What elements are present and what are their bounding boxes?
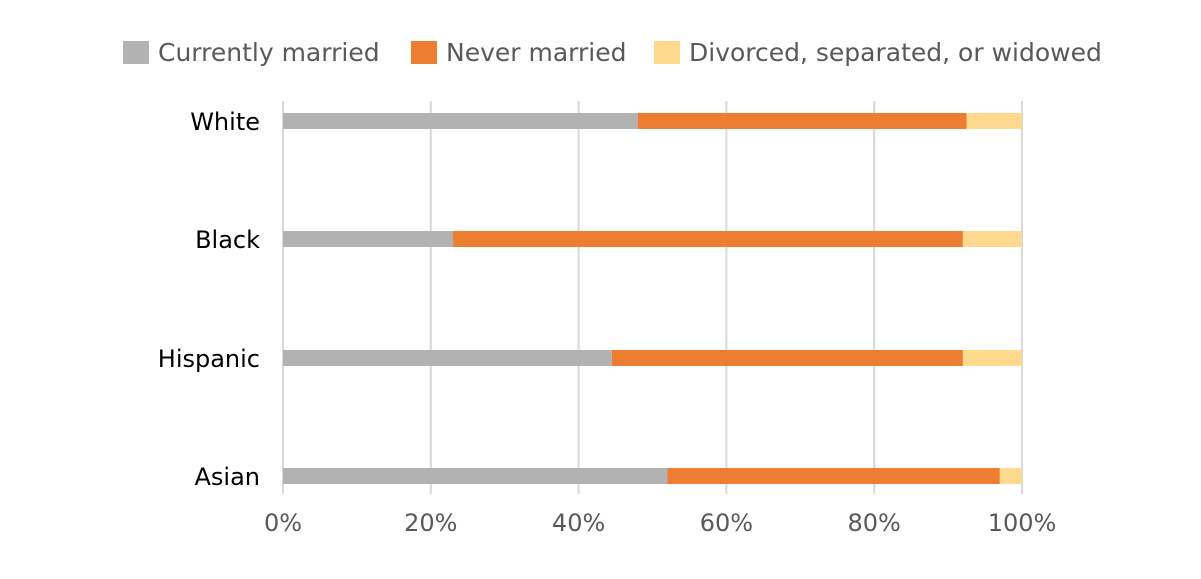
legend-label-2: Divorced, separated, or widowed — [689, 38, 1102, 67]
bars — [283, 113, 1022, 484]
legend-label-1: Never married — [446, 38, 626, 67]
legend-swatch-1 — [411, 41, 437, 64]
bar-white-series-1 — [637, 113, 967, 129]
legend-label-0: Currently married — [158, 38, 380, 67]
bar-black-series-0 — [283, 231, 453, 247]
bar-black-series-1 — [452, 231, 963, 247]
gridlines — [282, 101, 1023, 494]
category-labels: White Black Hispanic Asian — [158, 108, 260, 491]
bar-asian-series-1 — [667, 468, 1000, 484]
bar-white-series-0 — [283, 113, 638, 129]
category-label-asian: Asian — [194, 463, 260, 491]
tick-label-100: 100% — [988, 509, 1057, 537]
tick-label-40: 40% — [552, 509, 605, 537]
tick-label-0: 0% — [264, 509, 302, 537]
legend-swatch-2 — [654, 41, 680, 64]
x-axis-tick-labels: 0% 20% 40% 60% 80% 100% — [264, 509, 1056, 537]
bar-hispanic-series-1 — [611, 350, 963, 366]
bar-hispanic-series-2 — [962, 350, 1022, 366]
bar-white-series-2 — [966, 113, 1022, 129]
category-label-black: Black — [195, 226, 260, 254]
bar-hispanic-series-0 — [283, 350, 612, 366]
category-label-hispanic: Hispanic — [158, 345, 260, 373]
bar-asian-series-0 — [283, 468, 668, 484]
tick-label-80: 80% — [848, 509, 901, 537]
tick-label-20: 20% — [404, 509, 457, 537]
legend: Currently married Never married Divorced, … — [123, 38, 1102, 67]
bar-asian-series-2 — [999, 468, 1022, 484]
legend-swatch-0 — [123, 41, 149, 64]
tick-label-60: 60% — [700, 509, 753, 537]
category-label-white: White — [190, 108, 260, 136]
bar-black-series-2 — [962, 231, 1022, 247]
